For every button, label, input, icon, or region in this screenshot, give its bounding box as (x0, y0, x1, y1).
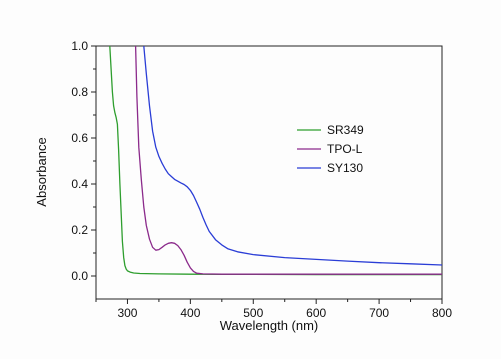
series-line-sr349 (109, 46, 442, 276)
x-tick-label: 700 (369, 306, 389, 320)
series-line-tpo-l (134, 46, 442, 275)
y-tick-label: 0.4 (71, 177, 88, 191)
x-tick-label: 600 (306, 306, 326, 320)
legend-label: TPO-L (327, 142, 363, 156)
series-line-sy130 (143, 46, 442, 266)
x-axis-title: Wavelength (nm) (220, 318, 319, 333)
x-tick-label: 300 (117, 306, 137, 320)
legend-label: SR349 (327, 123, 364, 137)
y-tick-label: 1.0 (71, 39, 88, 53)
y-tick-label: 0.2 (71, 223, 88, 237)
x-tick-label: 400 (180, 306, 200, 320)
y-tick-label: 0.0 (71, 269, 88, 283)
y-ticks: 0.0 0.2 0.4 0.6 0.8 1.0 (71, 39, 96, 283)
y-tick-label: 0.8 (71, 85, 88, 99)
y-axis-title: Absorbance (34, 137, 49, 206)
x-tick-label: 800 (432, 306, 452, 320)
series-group (109, 46, 442, 276)
legend-label: SY130 (327, 161, 363, 175)
y-tick-label: 0.6 (71, 131, 88, 145)
x-tick-label: 500 (243, 306, 263, 320)
legend: SR349 TPO-L SY130 (297, 123, 364, 175)
x-ticks: 300 400 500 600 700 800 (95, 299, 452, 320)
plot-area-frame (95, 45, 443, 300)
